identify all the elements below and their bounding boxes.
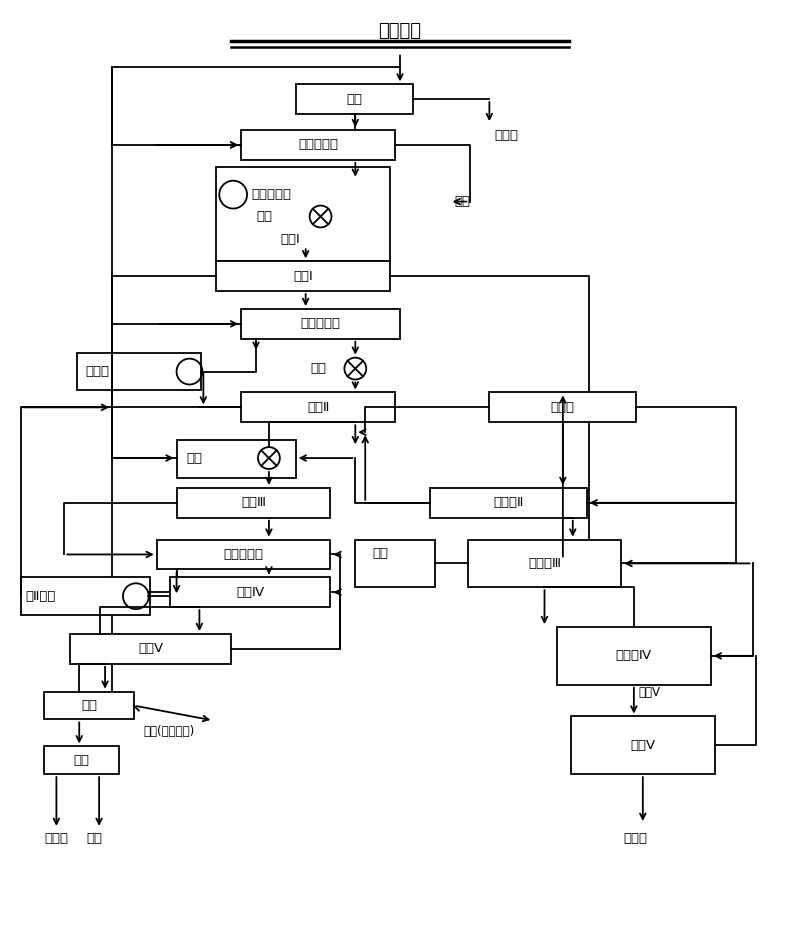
Bar	[490, 393, 636, 423]
Text: 扫精: 扫精	[372, 547, 388, 560]
Text: 水力旋流器: 水力旋流器	[223, 548, 263, 561]
Text: 滤液(去沉淀池): 滤液(去沉淀池)	[144, 725, 195, 738]
Bar	[177, 488, 330, 518]
Bar	[241, 130, 395, 160]
Bar	[70, 634, 231, 664]
Bar	[78, 353, 202, 390]
Text: 精选Ⅲ: 精选Ⅲ	[241, 496, 266, 509]
Bar	[177, 440, 296, 478]
Bar	[557, 627, 711, 684]
Bar	[241, 309, 400, 339]
Bar	[45, 747, 119, 775]
Text: 精选Ⅰ: 精选Ⅰ	[294, 270, 313, 283]
Bar	[355, 540, 434, 587]
Bar	[296, 85, 413, 115]
Bar	[216, 167, 390, 262]
Text: 精选Ⅱ: 精选Ⅱ	[307, 401, 330, 414]
Text: 搅拌: 搅拌	[310, 362, 326, 375]
Text: 钼精矿: 钼精矿	[45, 832, 69, 845]
Text: 精选Ⅳ: 精选Ⅳ	[236, 586, 264, 599]
Text: 精再磨: 精再磨	[86, 365, 110, 378]
Bar	[170, 577, 330, 607]
Bar	[467, 540, 622, 587]
Text: 精选Ⅴ: 精选Ⅴ	[138, 642, 163, 655]
Bar	[241, 393, 395, 423]
Text: 精扫选Ⅱ: 精扫选Ⅱ	[493, 496, 523, 509]
Text: 溢流: 溢流	[454, 196, 470, 209]
Text: 水力旋流器: 水力旋流器	[301, 317, 341, 331]
Text: 搅拌: 搅拌	[186, 452, 202, 465]
Bar	[21, 577, 150, 615]
Text: 搅拌: 搅拌	[256, 210, 272, 223]
Text: 精Ⅱ再磨: 精Ⅱ再磨	[26, 589, 56, 602]
Text: 水力旋流器: 水力旋流器	[298, 139, 338, 152]
Text: 过滤: 过滤	[81, 699, 97, 712]
Text: 精扫Ⅴ: 精扫Ⅴ	[639, 686, 661, 699]
Text: 蒸汽: 蒸汽	[86, 832, 102, 845]
Bar	[430, 488, 586, 518]
Text: 粗精矿再磨: 粗精矿再磨	[251, 188, 291, 201]
Text: 精选Ⅰ: 精选Ⅰ	[281, 233, 301, 246]
Text: 精扫选Ⅲ: 精扫选Ⅲ	[528, 557, 561, 570]
Text: 干燥: 干燥	[74, 754, 90, 767]
Text: 溢流水: 溢流水	[494, 129, 518, 142]
Text: 粗选泡沫: 粗选泡沫	[378, 21, 422, 40]
Bar	[157, 540, 330, 570]
Text: 精扫选Ⅳ: 精扫选Ⅳ	[616, 649, 652, 662]
Text: 浓密: 浓密	[346, 93, 362, 106]
Text: 精扫尾: 精扫尾	[623, 832, 647, 845]
Text: 精扫选: 精扫选	[551, 401, 575, 414]
Text: 精扫Ⅴ: 精扫Ⅴ	[630, 739, 655, 752]
Bar	[571, 717, 714, 775]
Bar	[45, 692, 134, 720]
Bar	[216, 262, 390, 291]
